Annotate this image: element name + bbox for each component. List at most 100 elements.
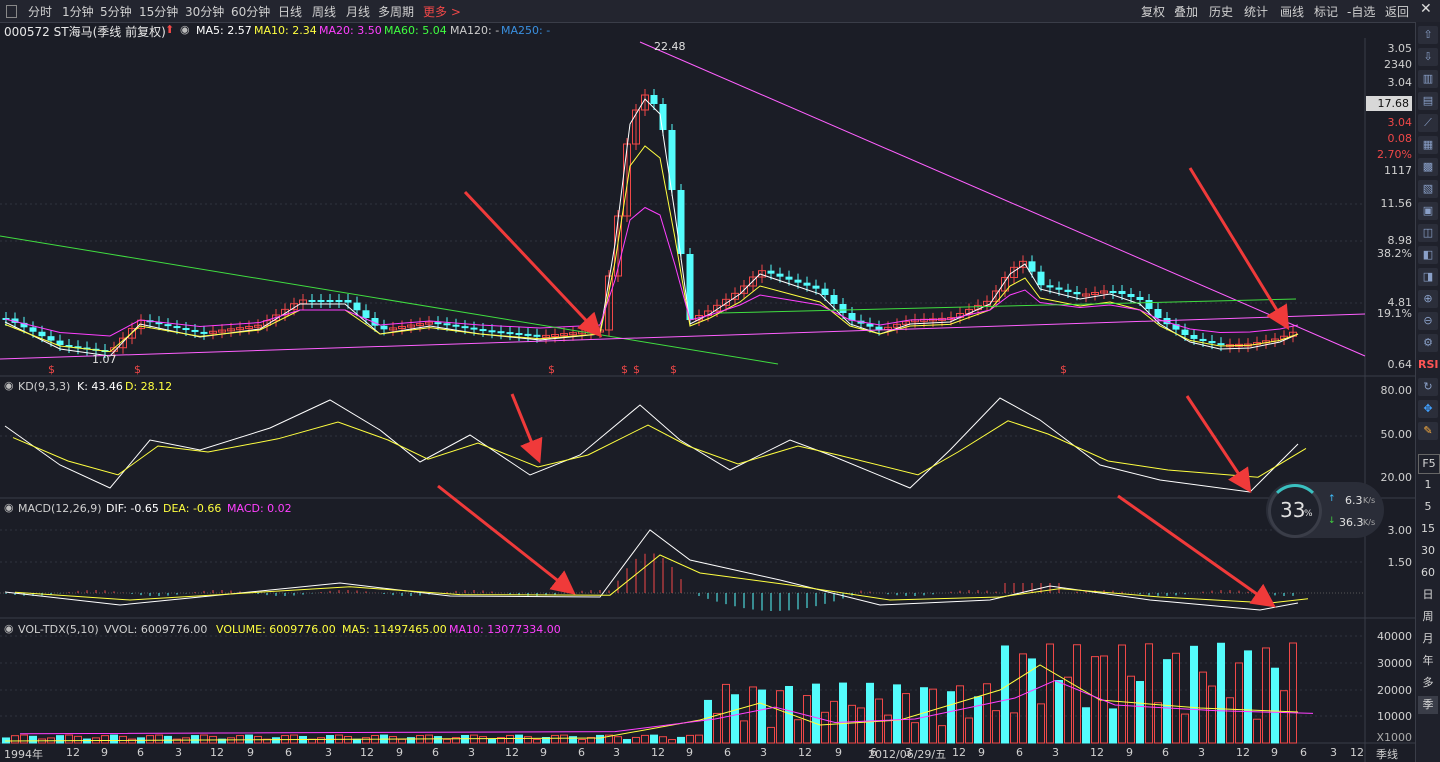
sidebar-f5[interactable]: F5 [1418,454,1440,474]
x-axis-label: 6 [137,746,144,759]
x-axis-label: 3 [1052,746,1059,759]
upload-icon: ↑ [1328,494,1336,504]
trendline-pink-down [639,41,1366,357]
grid-icon[interactable]: ▩ [1418,158,1438,176]
tab-daily[interactable]: 日线 [278,5,303,19]
trendline-pink-up [0,313,1366,360]
sidebar-year[interactable]: 年 [1422,654,1434,667]
macd-settings-icon[interactable]: ◉ [4,501,14,514]
sidebar-day[interactable]: 日 [1422,588,1434,601]
macd-dea: DEA: -0.66 [163,502,222,515]
arrow-up-icon[interactable]: ⇧ [1418,26,1438,44]
sidebar-30min[interactable]: 30 [1421,544,1435,557]
x-axis-label: 12 [505,746,519,759]
btn-watchlist[interactable]: -自选 [1347,5,1376,19]
vol-settings-icon[interactable]: ◉ [4,622,14,635]
window-icon[interactable]: ▣ [1418,202,1438,220]
x-axis-label: 6 [432,746,439,759]
x-axis-label: 3 [325,746,332,759]
download-icon: ↓ [1328,516,1336,526]
tab-monthly[interactable]: 月线 [346,5,371,19]
x-axis-label: 3 [613,746,620,759]
axis-label: 4.81 [1387,296,1413,309]
sidebar-1min[interactable]: 1 [1424,478,1432,491]
btn-mark[interactable]: 标记 [1314,5,1339,19]
tab-fenshi[interactable]: 分时 [28,5,53,19]
sidebar-quarter[interactable]: 季 [1418,696,1438,714]
vol-ma10: MA10: 13077334.00 [449,623,561,636]
x-axis-label: 12 [952,746,966,759]
btn-history[interactable]: 历史 [1209,5,1234,19]
sidebar-15min[interactable]: 15 [1421,522,1435,535]
axis-label: 3.00 [1387,524,1413,537]
sidebar-rsi[interactable]: RSI [1418,358,1439,371]
speed-percent-unit: % [1304,509,1313,519]
split-icon[interactable]: ◨ [1418,268,1438,286]
candle-icon[interactable]: ▥ [1418,70,1438,88]
ma250-value: MA250: - [501,24,551,37]
tab-30min[interactable]: 30分钟 [185,5,225,19]
tab-weekly[interactable]: 周线 [312,5,337,19]
btn-back[interactable]: 返回 [1385,5,1410,19]
axis-label: 2340 [1384,58,1412,71]
speed-widget[interactable]: 33 % ↑ 6.3 K/s ↓ 36.3 K/s [1266,482,1384,538]
kd-settings-icon[interactable]: ◉ [4,379,14,392]
vol-vvol: VVOL: 6009776.00 [104,623,208,636]
x-axis-label: 3 [760,746,767,759]
x-axis-label: 3 [1198,746,1205,759]
axis-label: 0.64 [1387,358,1413,371]
upload-speed: 6.3 [1345,494,1363,507]
refresh-icon[interactable]: ↻ [1418,378,1438,396]
panel-toggle-icon[interactable] [6,5,17,18]
sidebar-60min[interactable]: 60 [1421,566,1435,579]
ma60-value: MA60: 5.04 [384,24,447,37]
zoom-out-icon[interactable]: ⊖ [1418,312,1438,330]
btn-fuquan[interactable]: 复权 [1141,5,1166,19]
close-icon[interactable]: ✕ [1420,1,1432,17]
sidebar-5min[interactable]: 5 [1424,500,1432,513]
pencil-icon[interactable]: ✎ [1418,422,1438,440]
vol-ma5: MA5: 11497465.00 [342,623,447,636]
btn-draw[interactable]: 画线 [1280,5,1305,19]
x-axis-label: 6 [578,746,585,759]
x-axis-label: 9 [540,746,547,759]
sidebar-week[interactable]: 周 [1422,610,1434,623]
bar-icon[interactable]: ▤ [1418,92,1438,110]
s-marker: $ [134,363,141,376]
btn-stats[interactable]: 统计 [1244,5,1269,19]
speed-gauge [1268,484,1322,538]
x-axis-label: 12 [1090,746,1104,759]
trendline-green [0,235,779,365]
sidebar-month[interactable]: 月 [1422,632,1434,645]
x-axis-label: 12 [798,746,812,759]
chart-icon[interactable]: ▦ [1418,136,1438,154]
vol-volume: VOLUME: 6009776.00 [216,623,336,636]
move-icon[interactable]: ✥ [1418,400,1438,418]
compare-icon[interactable]: ◧ [1418,246,1438,264]
tab-60min[interactable]: 60分钟 [231,5,271,19]
arrow-down-icon[interactable]: ⇩ [1418,48,1438,66]
tab-multi-period[interactable]: 多周期 [378,5,415,19]
kd-title: KD(9,3,3) [18,380,71,393]
sidebar-multi[interactable]: 多 [1422,676,1434,689]
gear-icon[interactable]: ◉ [180,23,190,36]
zoom-in-icon[interactable]: ⊕ [1418,290,1438,308]
axis-label: 8.98 [1387,234,1413,247]
table-icon[interactable]: ▧ [1418,180,1438,198]
candles-layer [2,89,1297,359]
kd-d-value: D: 28.12 [125,380,173,393]
tab-1min[interactable]: 1分钟 [62,5,94,19]
tab-15min[interactable]: 15分钟 [139,5,179,19]
tab-more[interactable]: 更多 > [423,5,461,19]
line-icon[interactable]: ⟋ [1418,114,1438,132]
layout-icon[interactable]: ◫ [1418,224,1438,242]
period-label[interactable]: 季线 [1376,748,1398,761]
s-marker: $ [548,363,555,376]
tab-5min[interactable]: 5分钟 [100,5,132,19]
btn-overlay[interactable]: 叠加 [1174,5,1199,19]
axis-label: 30000 [1377,657,1412,670]
settings-icon[interactable]: ⚙ [1418,334,1438,352]
x-axis-label: 3 [468,746,475,759]
x-axis-label: 3 [905,746,912,759]
